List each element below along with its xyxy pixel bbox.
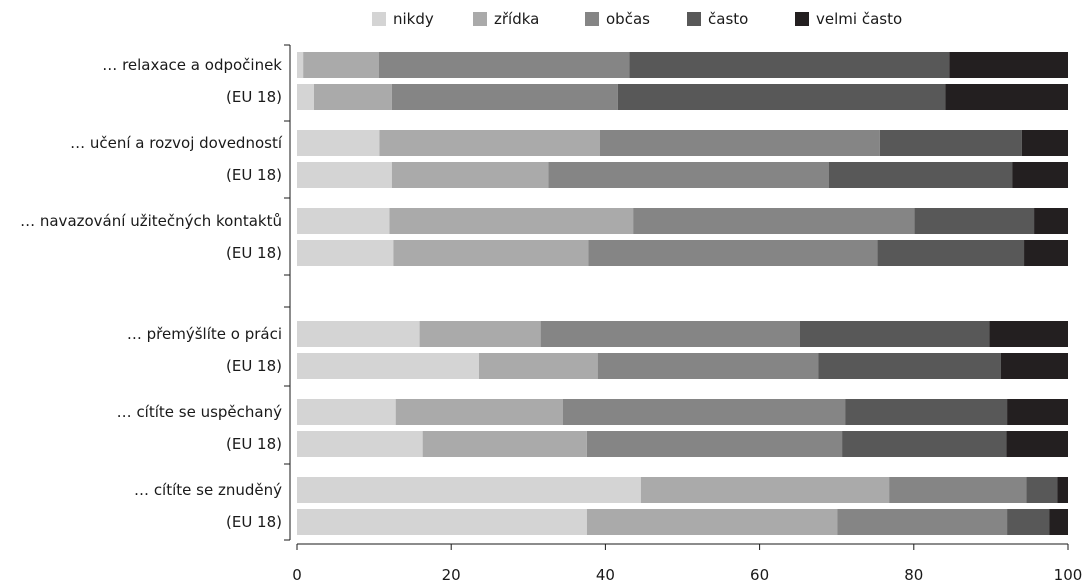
bar-segment-2-4 [617, 84, 946, 110]
bar-segment-4-3 [548, 162, 829, 188]
bar-segment-2-5 [945, 84, 1068, 110]
x-tick-label-5: 80 [904, 566, 923, 584]
x-tick-label-2: 20 [442, 566, 461, 584]
bar-segment-1-1 [297, 52, 304, 78]
category-label-3: … učení a rozvoj dovedností [70, 134, 283, 152]
legend-swatch-4 [687, 12, 701, 26]
bar-segment-1-4 [629, 52, 950, 78]
bar-segment-9-4 [845, 399, 1008, 425]
legend-label-1: nikdy [393, 10, 434, 28]
bar-segment-8-2 [478, 353, 598, 379]
category-label-10: (EU 18) [226, 435, 282, 453]
bar-segment-10-3 [586, 431, 843, 457]
bar-segment-10-5 [1006, 431, 1068, 457]
legend-swatch-2 [473, 12, 487, 26]
bar-segment-12-2 [586, 509, 838, 535]
bar-segment-5-3 [633, 208, 915, 234]
bar-segment-9-3 [563, 399, 846, 425]
category-label-8: (EU 18) [226, 357, 282, 375]
bar-segment-6-5 [1024, 240, 1068, 266]
bar-segment-2-1 [297, 84, 314, 110]
legend-swatch-3 [585, 12, 599, 26]
bar-segment-9-5 [1007, 399, 1068, 425]
bar-segment-6-4 [877, 240, 1025, 266]
category-label-7: … přemýšlíte o práci [127, 325, 282, 343]
bar-segment-12-1 [297, 509, 587, 535]
bar-segment-3-1 [297, 130, 380, 156]
bar-segment-12-4 [1007, 509, 1050, 535]
bar-segment-11-5 [1057, 477, 1068, 503]
bar-segment-11-3 [889, 477, 1027, 503]
bar-segment-10-2 [422, 431, 587, 457]
bar-segment-3-2 [379, 130, 601, 156]
bar-segment-9-2 [395, 399, 563, 425]
axes: 0 20 40 60 80 100 [284, 44, 1083, 584]
bar-segment-10-1 [297, 431, 423, 457]
bar-segment-1-3 [378, 52, 630, 78]
bar-segment-6-2 [393, 240, 589, 266]
bar-segment-3-4 [879, 130, 1022, 156]
bar-segment-7-1 [297, 321, 420, 347]
x-tick-label-1: 0 [292, 566, 302, 584]
legend-label-4: často [708, 10, 748, 28]
bar-segment-5-4 [914, 208, 1035, 234]
x-tick-label-6: 100 [1054, 566, 1083, 584]
category-label-9: … cítíte se uspěchaný [117, 403, 282, 421]
bar-segment-5-1 [297, 208, 390, 234]
bar-segment-11-1 [297, 477, 641, 503]
bar-segment-5-5 [1034, 208, 1068, 234]
bar-segment-12-5 [1049, 509, 1068, 535]
category-label-6: (EU 18) [226, 244, 282, 262]
bar-segment-1-2 [303, 52, 379, 78]
legend-label-5: velmi často [816, 10, 902, 28]
bar-segment-2-2 [313, 84, 392, 110]
category-label-4: (EU 18) [226, 166, 282, 184]
bar-segment-4-1 [297, 162, 392, 188]
bar-segment-11-4 [1026, 477, 1058, 503]
bar-segment-8-1 [297, 353, 479, 379]
bar-segment-3-5 [1021, 130, 1068, 156]
legend-label-3: občas [606, 10, 650, 28]
category-labels: … relaxace a odpočinek (EU 18) … učení a r… [20, 56, 283, 531]
bar-segment-7-4 [799, 321, 990, 347]
legend-swatch-1 [372, 12, 386, 26]
bar-segment-6-1 [297, 240, 394, 266]
bar-segment-4-2 [391, 162, 549, 188]
bar-segment-12-3 [837, 509, 1008, 535]
category-label-12: (EU 18) [226, 513, 282, 531]
bar-segment-7-3 [540, 321, 800, 347]
bar-segment-1-5 [949, 52, 1068, 78]
bar-segment-8-3 [597, 353, 819, 379]
bar-segment-7-2 [419, 321, 541, 347]
bar-segment-10-4 [842, 431, 1007, 457]
bar-segment-8-4 [818, 353, 1001, 379]
category-label-11: … cítíte se znuděný [134, 481, 282, 499]
bars [297, 52, 1068, 535]
bar-segment-7-5 [989, 321, 1068, 347]
legend-swatch-5 [795, 12, 809, 26]
bar-segment-3-3 [600, 130, 880, 156]
bar-segment-11-2 [640, 477, 890, 503]
bar-segment-8-5 [1000, 353, 1068, 379]
bar-segment-9-1 [297, 399, 396, 425]
category-label-5: … navazování užitečných kontaktů [20, 212, 282, 230]
bar-segment-6-3 [588, 240, 878, 266]
category-label-2: (EU 18) [226, 88, 282, 106]
bar-segment-5-2 [389, 208, 634, 234]
bar-segment-2-3 [391, 84, 618, 110]
x-tick-label-4: 60 [750, 566, 769, 584]
legend-label-2: zřídka [494, 10, 539, 28]
legend: nikdy zřídka občas často velmi často [372, 10, 902, 28]
bar-segment-4-4 [828, 162, 1013, 188]
bar-segment-4-5 [1012, 162, 1068, 188]
x-tick-label-3: 40 [596, 566, 615, 584]
category-label-1: … relaxace a odpočinek [102, 56, 282, 74]
